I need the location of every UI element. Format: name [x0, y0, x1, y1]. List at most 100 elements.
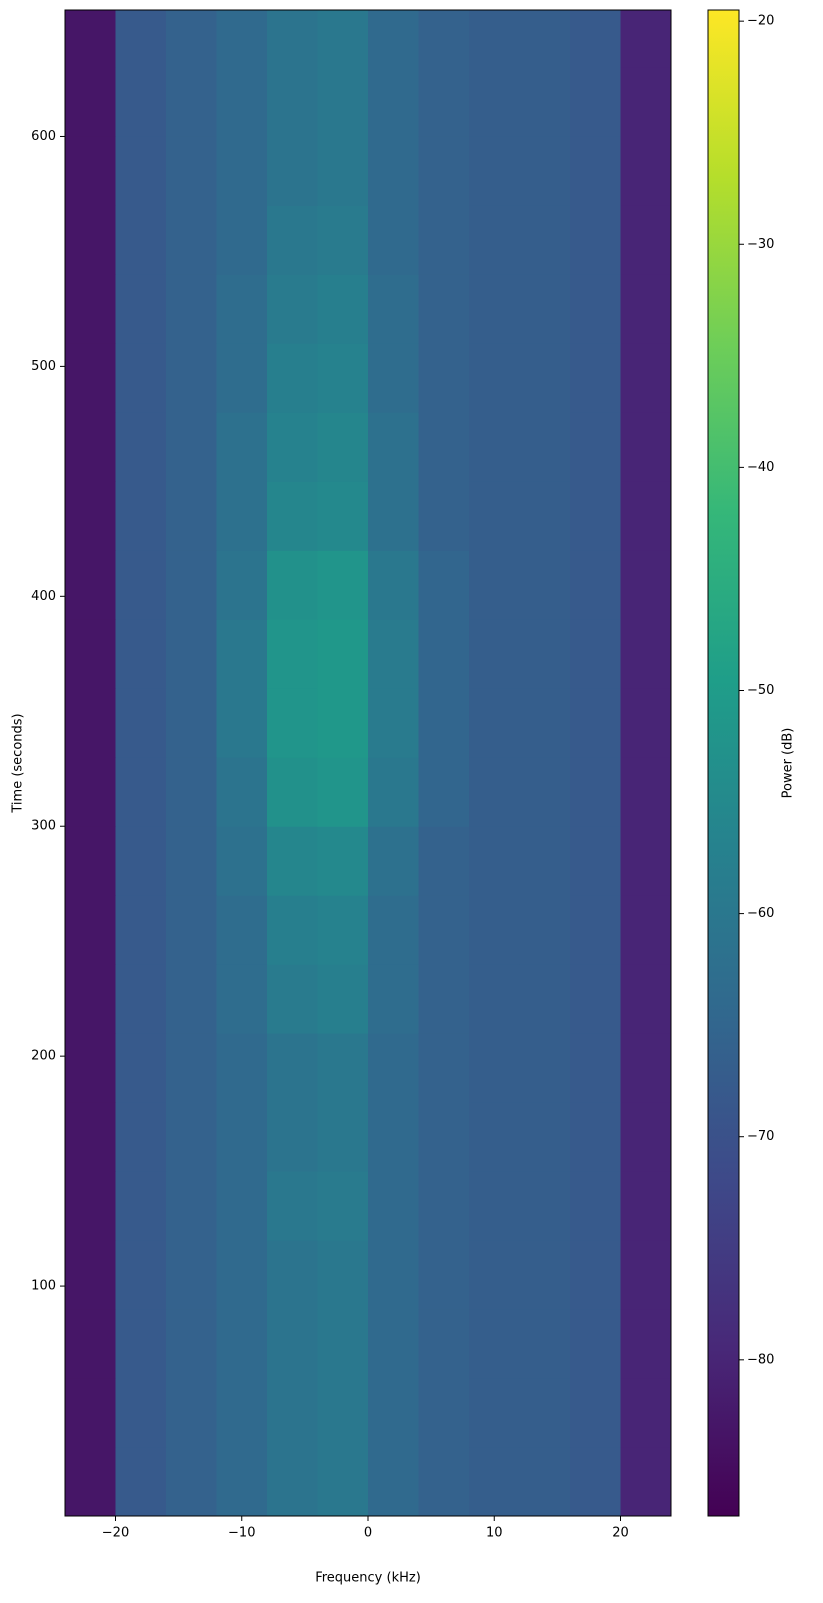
x-tick-label: −10 — [228, 1526, 255, 1541]
heatmap-cell — [570, 205, 621, 275]
heatmap-cell — [267, 964, 318, 1034]
heatmap-cell — [267, 1171, 318, 1241]
heatmap-cell — [570, 826, 621, 896]
heatmap-cell — [620, 1240, 671, 1310]
heatmap-cell — [216, 550, 268, 620]
heatmap-cell — [216, 10, 268, 68]
heatmap-cell — [469, 67, 520, 137]
heatmap-cell — [418, 619, 470, 689]
heatmap-cell — [267, 67, 318, 137]
heatmap-cell — [469, 619, 520, 689]
heatmap-cell — [115, 895, 167, 965]
heatmap-cell — [317, 481, 369, 551]
heatmap-cell — [115, 1171, 167, 1241]
heatmap-cell — [115, 481, 167, 551]
heatmap-cell — [166, 67, 217, 137]
y-tick-label: 100 — [31, 1279, 56, 1294]
heatmap-cell — [317, 688, 369, 758]
heatmap-cell — [570, 619, 621, 689]
heatmap-cell — [620, 964, 671, 1034]
heatmap-cell — [166, 412, 217, 482]
heatmap-cell — [469, 10, 520, 68]
heatmap-cell — [65, 895, 116, 965]
heatmap-cell — [317, 1171, 369, 1241]
heatmap-cell — [519, 10, 571, 68]
heatmap-cell — [216, 826, 268, 896]
heatmap-cell — [519, 1378, 571, 1448]
heatmap-cell — [418, 67, 470, 137]
heatmap-cell — [115, 343, 167, 413]
heatmap-cell — [115, 67, 167, 137]
heatmap-cell — [115, 1378, 167, 1448]
heatmap-cell — [65, 550, 116, 620]
heatmap-cell — [267, 1240, 318, 1310]
heatmap-cell — [620, 10, 671, 68]
heatmap-cell — [519, 136, 571, 206]
colorbar — [707, 9, 740, 1517]
heatmap-cell — [216, 205, 268, 275]
heatmap-cell — [368, 1309, 419, 1379]
heatmap-cell — [519, 412, 571, 482]
heatmap-cell — [519, 1447, 571, 1516]
heatmap-cell — [368, 412, 419, 482]
y-axis-label: Time (seconds) — [11, 713, 26, 813]
heatmap-cell — [469, 1378, 520, 1448]
heatmap-cell — [469, 136, 520, 206]
x-axis-label: Frequency (kHz) — [315, 1571, 421, 1586]
heatmap-cell — [469, 343, 520, 413]
heatmap-cell — [620, 343, 671, 413]
heatmap-cell — [469, 826, 520, 896]
heatmap-cell — [620, 619, 671, 689]
heatmap-cell — [216, 1447, 268, 1516]
heatmap-cell — [267, 1309, 318, 1379]
colorbar-tick-label: −20 — [747, 14, 774, 29]
heatmap-cell — [317, 619, 369, 689]
heatmap-cell — [418, 1171, 470, 1241]
heatmap-cell — [469, 1102, 520, 1172]
colorbar-label: Power (dB) — [781, 728, 796, 799]
heatmap-cell — [418, 550, 470, 620]
heatmap-cell — [570, 1033, 621, 1103]
heatmap-cell — [65, 412, 116, 482]
x-tick-label: −20 — [102, 1526, 129, 1541]
heatmap-cell — [317, 757, 369, 827]
heatmap-cell — [620, 1171, 671, 1241]
heatmap-cell — [216, 688, 268, 758]
heatmap-cell — [469, 1033, 520, 1103]
heatmap-cell — [519, 550, 571, 620]
heatmap-cell — [317, 895, 369, 965]
heatmap-cell — [267, 205, 318, 275]
heatmap-cell — [115, 619, 167, 689]
heatmap-cell — [368, 67, 419, 137]
heatmap-cell — [65, 136, 116, 206]
heatmap-cell — [216, 412, 268, 482]
colorbar-tick-label: −60 — [747, 906, 774, 921]
heatmap-cell — [115, 1240, 167, 1310]
heatmap-cell — [418, 481, 470, 551]
heatmap-cell — [620, 1033, 671, 1103]
heatmap-cell — [166, 481, 217, 551]
heatmap-cell — [418, 757, 470, 827]
heatmap-cell — [620, 1102, 671, 1172]
heatmap-cell — [216, 757, 268, 827]
heatmap-cell — [570, 964, 621, 1034]
heatmap-cell — [519, 619, 571, 689]
heatmap-cell — [469, 964, 520, 1034]
colorbar-tick-label: −30 — [747, 237, 774, 252]
heatmap-cell — [65, 274, 116, 344]
heatmap-cell — [216, 1240, 268, 1310]
heatmap-cell — [368, 619, 419, 689]
heatmap-cell — [317, 205, 369, 275]
heatmap-cell — [418, 1033, 470, 1103]
heatmap-cell — [570, 757, 621, 827]
heatmap-cell — [166, 274, 217, 344]
heatmap-cell — [216, 619, 268, 689]
heatmap-cell — [216, 481, 268, 551]
heatmap-cell — [317, 10, 369, 68]
heatmap-cell — [216, 136, 268, 206]
heatmap-cell — [115, 1102, 167, 1172]
heatmap-cell — [469, 274, 520, 344]
heatmap — [65, 10, 671, 1516]
